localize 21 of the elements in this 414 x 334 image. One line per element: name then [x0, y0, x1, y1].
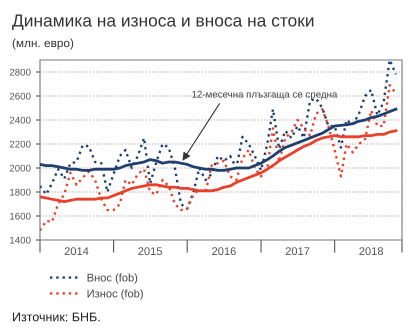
x-tick-label: 2014: [64, 247, 89, 256]
x-tick-label: 2015: [138, 247, 162, 256]
x-tick-label: 2017: [286, 247, 310, 256]
y-tick-label: 2000: [10, 164, 31, 172]
text: Източник: БНБ.: [13, 312, 100, 322]
x-tick-label: 2016: [212, 247, 236, 256]
x-tick-label: 2018: [359, 247, 384, 256]
y-tick-label: 2200: [10, 140, 31, 148]
y-tick-label: 2600: [10, 92, 31, 100]
chart-title: Динамика на износа и вноса на стоки: [12, 14, 314, 30]
y-tick-label: 1400: [10, 236, 31, 244]
legend-label: Износ (fob): [88, 289, 143, 300]
annotation: 12-месечна плъзгаща се средна: [192, 90, 338, 100]
chart-subtitle: (млн. евро): [12, 38, 74, 50]
line-series: [40, 60, 398, 210]
y-tick-label: 2400: [10, 116, 31, 124]
y-tick-label: 1800: [10, 188, 31, 196]
legend-label: Внос (fob): [88, 273, 138, 284]
line-series: [40, 84, 398, 232]
y-tick-label: 1600: [10, 212, 31, 220]
y-tick-label: 2800: [10, 68, 31, 76]
